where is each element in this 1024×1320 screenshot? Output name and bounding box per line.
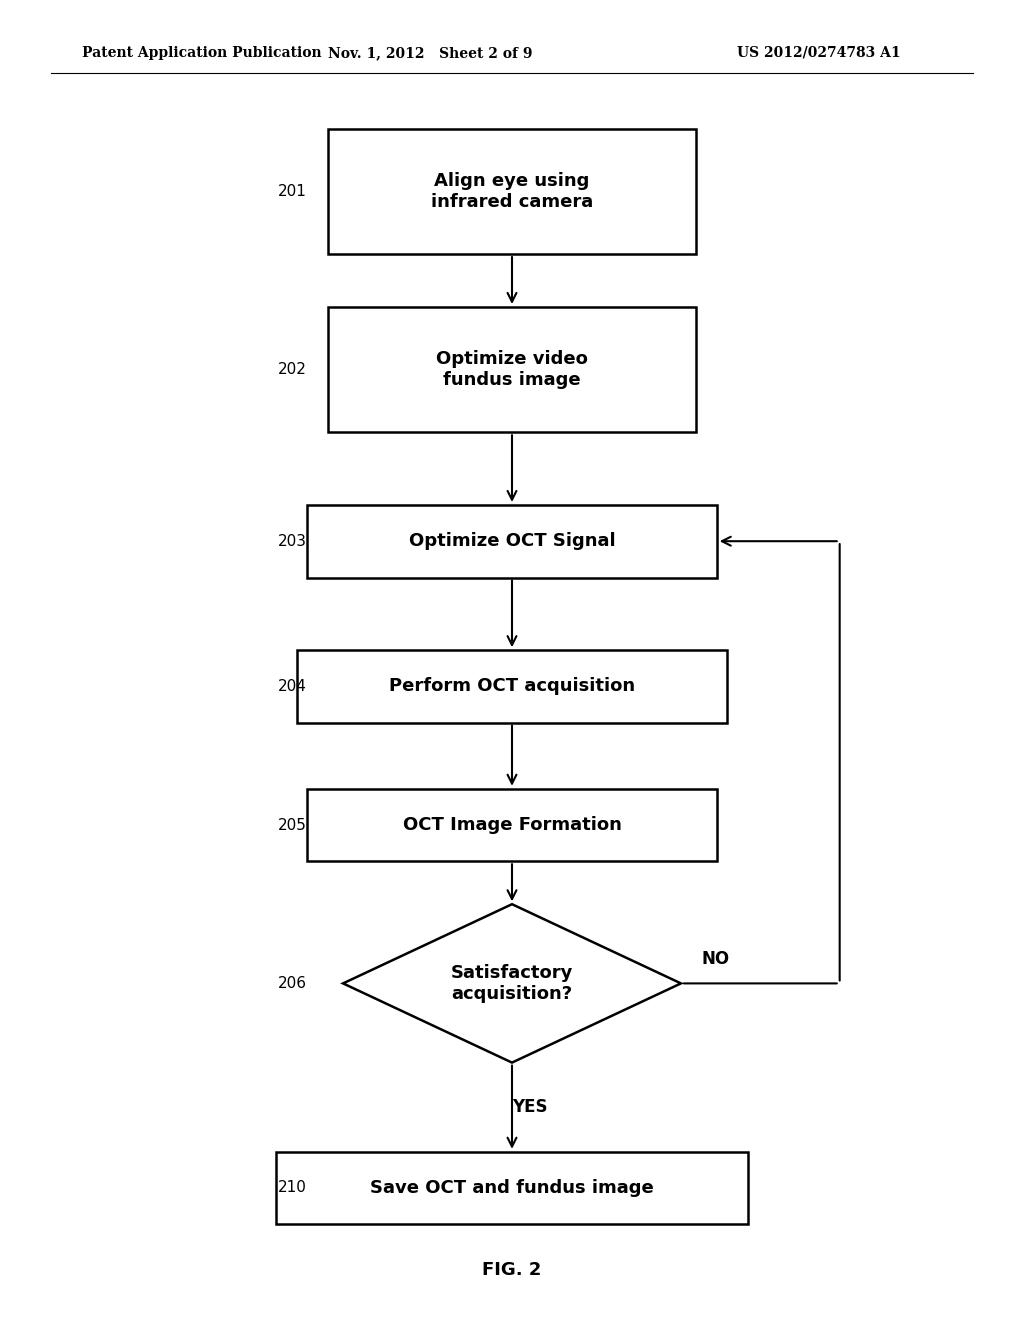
Text: OCT Image Formation: OCT Image Formation [402,816,622,834]
FancyBboxPatch shape [307,504,717,578]
Text: 201: 201 [279,183,307,199]
FancyBboxPatch shape [328,129,696,253]
Text: 203: 203 [279,533,307,549]
FancyBboxPatch shape [328,308,696,433]
Text: Align eye using
infrared camera: Align eye using infrared camera [431,172,593,211]
FancyBboxPatch shape [276,1151,748,1225]
Text: 202: 202 [279,362,307,378]
Text: 204: 204 [279,678,307,694]
Text: Save OCT and fundus image: Save OCT and fundus image [370,1179,654,1197]
Text: Perform OCT acquisition: Perform OCT acquisition [389,677,635,696]
FancyBboxPatch shape [307,789,717,862]
Text: YES: YES [512,1098,548,1117]
Polygon shape [343,904,681,1063]
Text: US 2012/0274783 A1: US 2012/0274783 A1 [737,46,901,59]
FancyBboxPatch shape [297,651,727,723]
Text: 206: 206 [279,975,307,991]
Text: 210: 210 [279,1180,307,1196]
Text: Patent Application Publication: Patent Application Publication [82,46,322,59]
Text: 205: 205 [279,817,307,833]
Text: Optimize video
fundus image: Optimize video fundus image [436,350,588,389]
Text: Satisfactory
acquisition?: Satisfactory acquisition? [451,964,573,1003]
Text: NO: NO [701,949,729,968]
Text: Nov. 1, 2012   Sheet 2 of 9: Nov. 1, 2012 Sheet 2 of 9 [328,46,532,59]
Text: FIG. 2: FIG. 2 [482,1261,542,1279]
Text: Optimize OCT Signal: Optimize OCT Signal [409,532,615,550]
